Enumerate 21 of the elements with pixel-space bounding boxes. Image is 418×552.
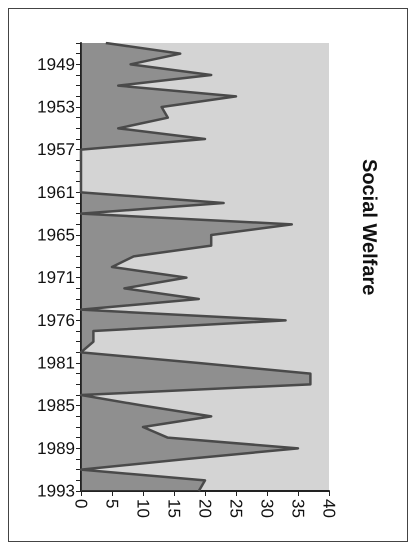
x-tick-label: 5 <box>102 499 122 508</box>
x-tick-label: 15 <box>164 499 184 518</box>
y-tick-label: 1976 <box>37 310 75 330</box>
x-tick-label: 35 <box>288 499 308 518</box>
y-tick-label: 1949 <box>37 54 75 74</box>
y-tick-label: 1957 <box>37 140 75 160</box>
y-tick-label: 1971 <box>37 268 75 288</box>
x-tick-label: 20 <box>196 499 214 518</box>
y-tick-label: 1953 <box>37 98 75 116</box>
y-tick-label: 1989 <box>37 438 75 458</box>
y-tick-label: 1961 <box>37 182 75 202</box>
y-tick-label: 1985 <box>37 396 75 416</box>
x-tick-label: 40 <box>320 499 338 518</box>
x-tick-label: 25 <box>226 499 246 518</box>
text: Social Welfare <box>358 159 380 296</box>
x-tick-label: 0 <box>72 499 90 508</box>
y-tick-label: 1965 <box>37 226 75 244</box>
y-tick-label: 1993 <box>37 482 75 500</box>
x-tick-label: 10 <box>134 499 152 518</box>
x-tick-label: 30 <box>258 499 276 518</box>
y-tick-label: 1981 <box>37 354 75 372</box>
